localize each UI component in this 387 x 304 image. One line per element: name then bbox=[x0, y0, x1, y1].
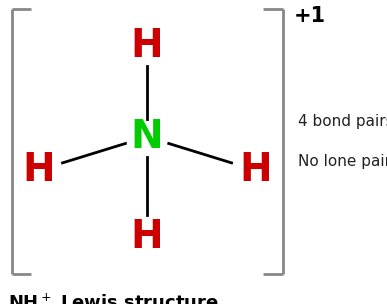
Text: H: H bbox=[131, 27, 163, 65]
Text: H: H bbox=[239, 151, 272, 189]
Text: +1: +1 bbox=[294, 6, 326, 26]
Text: H: H bbox=[131, 218, 163, 256]
Text: H: H bbox=[22, 151, 55, 189]
Text: N: N bbox=[131, 118, 163, 156]
Text: 4 bond pairs: 4 bond pairs bbox=[298, 114, 387, 129]
Text: No lone pairs: No lone pairs bbox=[298, 154, 387, 169]
Text: NH$_4^+$ Lewis structure: NH$_4^+$ Lewis structure bbox=[8, 292, 219, 304]
